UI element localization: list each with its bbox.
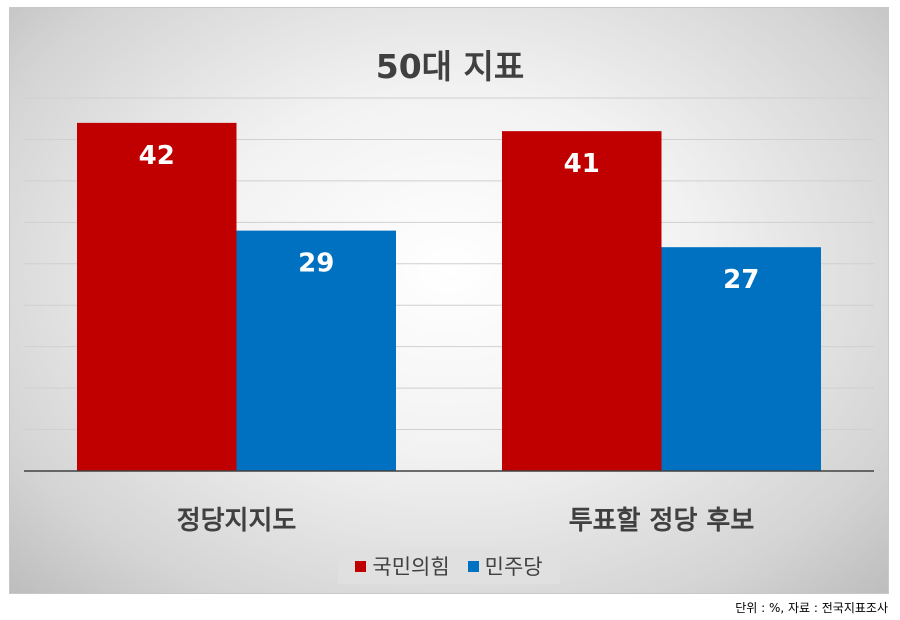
legend-item: 국민의힘: [355, 551, 450, 581]
legend-swatch: [355, 560, 367, 572]
category-label: 정당지지도: [176, 506, 297, 536]
source-note: 단위 : %, 자료 : 전국지표조사: [735, 601, 888, 615]
data-label: 27: [723, 265, 759, 295]
data-label: 29: [298, 249, 334, 279]
legend-item: 민주당: [467, 551, 543, 581]
data-label: 42: [139, 141, 175, 171]
legend: 국민의힘 민주당: [338, 548, 560, 584]
bar: [502, 131, 662, 471]
legend-label: 민주당: [484, 555, 543, 579]
legend-label: 국민의힘: [372, 555, 450, 579]
bar: [77, 122, 237, 471]
data-label: 41: [564, 149, 600, 179]
bar: [236, 230, 396, 471]
category-label: 투표할 정당 후보: [568, 506, 755, 536]
chart-title: 50대 지표: [375, 47, 525, 86]
legend-swatch: [467, 560, 479, 572]
bar: [661, 247, 821, 471]
